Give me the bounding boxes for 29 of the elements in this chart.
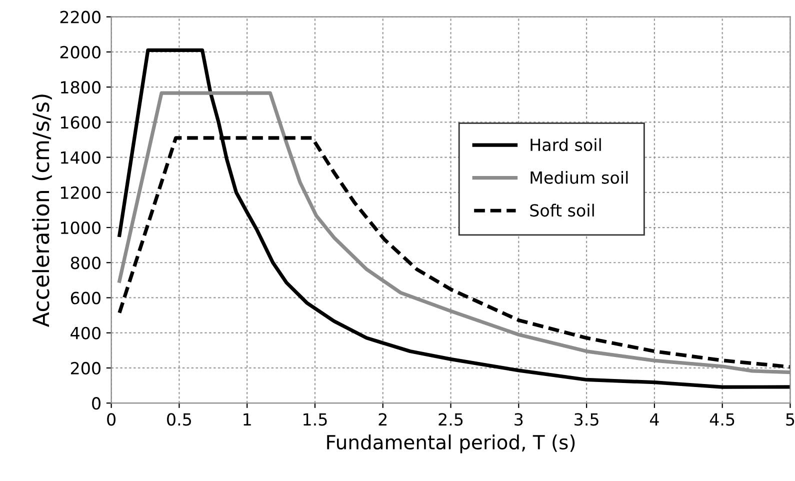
x-axis-title: Fundamental period, T (s)	[327, 434, 575, 454]
x-tick-label: 3	[514, 413, 523, 426]
x-tick-label: 3.5	[574, 413, 598, 426]
y-tick-label: 2200	[60, 10, 100, 24]
x-tick-label: 1	[244, 413, 251, 426]
x-tick-label: 0	[107, 413, 116, 426]
y-tick-label: 600	[70, 292, 100, 304]
legend-label: Hard soil	[530, 138, 601, 152]
y-tick-label: 200	[70, 362, 100, 375]
y-tick-label: 2000	[60, 46, 100, 59]
x-tick-label: 0.5	[167, 413, 191, 426]
x-tick-label: 2	[378, 413, 387, 426]
y-tick-label: 400	[70, 326, 100, 340]
y-tick-label: 0	[92, 397, 100, 410]
x-tick-label: 4.5	[710, 413, 734, 426]
legend-label: Soft soil	[530, 204, 594, 217]
y-axis-title: Acceleration (cm/s/s)	[32, 94, 52, 328]
legend-label: Medium soil	[530, 170, 628, 184]
y-tick-label: 1400	[60, 151, 100, 164]
y-tick-label: 1000	[60, 221, 100, 234]
y-tick-label: 1600	[60, 116, 100, 129]
line-series	[118, 48, 790, 389]
x-tick-label: 5	[786, 413, 794, 426]
x-tick-label: 1.5	[304, 413, 327, 426]
x-tick-label: 2.5	[438, 413, 463, 426]
y-tick-label: 1800	[60, 81, 100, 94]
y-tick-label: 800	[70, 256, 100, 270]
x-tick-label: 4	[650, 413, 659, 426]
y-tick-label: 1200	[60, 186, 100, 199]
